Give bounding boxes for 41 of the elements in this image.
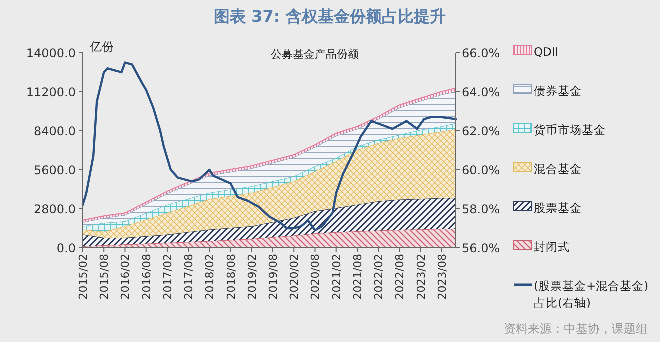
y2-tick-label: 60.0% bbox=[462, 164, 500, 178]
legend-label: 货币市场基金 bbox=[534, 123, 606, 137]
y-axis-title: 亿份 bbox=[89, 40, 114, 54]
x-tick-label: 2022/02 bbox=[372, 254, 386, 300]
y-tick-label: 2800.0 bbox=[34, 202, 76, 216]
legend-label: 债券基金 bbox=[534, 84, 582, 98]
chart-subtitle: 公募基金产品份额 bbox=[271, 48, 359, 61]
y2-tick-label: 56.0% bbox=[462, 242, 500, 256]
text: 资料来源：中基协，课题组 bbox=[504, 322, 648, 336]
chart-title: 图表 37: 含权基金份额占比提升 bbox=[214, 7, 446, 26]
x-tick-label: 2016/08 bbox=[140, 254, 154, 300]
legend-label: 混合基金 bbox=[534, 162, 582, 176]
x-tick-label: 2023/02 bbox=[414, 254, 428, 300]
legend-label: QDII bbox=[534, 45, 559, 59]
legend-label: 股票基金 bbox=[534, 201, 582, 215]
x-tick-label: 2022/08 bbox=[394, 254, 407, 300]
y2-tick-label: 62.0% bbox=[462, 124, 500, 138]
x-tick-label: 2015/08 bbox=[98, 254, 112, 300]
y-tick-label: 8400.0 bbox=[34, 124, 76, 138]
x-tick-label: 2020/08 bbox=[309, 254, 322, 300]
y2-tick-label: 66.0% bbox=[462, 46, 500, 60]
y2-tick-label: 64.0% bbox=[462, 86, 500, 100]
legend-label: (股票基金+混合基金)占比(右轴) bbox=[534, 279, 649, 310]
x-tick-label: 2018/08 bbox=[224, 254, 238, 300]
x-tick-label: 2018/02 bbox=[204, 254, 217, 300]
x-tick-label: 2023/08 bbox=[436, 254, 449, 300]
x-tick-label: 2019/02 bbox=[246, 254, 259, 300]
x-tick-label: 2019/08 bbox=[267, 254, 280, 300]
y-tick-label: 14000.0 bbox=[26, 46, 76, 60]
legend-label: 封闭式 bbox=[534, 240, 570, 254]
y-tick-label: 5600.0 bbox=[34, 164, 76, 178]
x-tick-label: 2021/08 bbox=[351, 254, 364, 300]
y2-tick-label: 58.0% bbox=[462, 202, 500, 216]
x-tick-label: 2021/02 bbox=[330, 254, 344, 300]
x-tick-label: 2020/02 bbox=[288, 254, 302, 300]
x-tick-label: 2015/02 bbox=[77, 254, 90, 300]
x-tick-label: 2017/08 bbox=[182, 254, 196, 300]
y-tick-label: 11200.0 bbox=[26, 86, 76, 100]
y-tick-label: 0.0 bbox=[56, 242, 76, 256]
x-tick-label: 2017/02 bbox=[161, 254, 174, 300]
x-tick-label: 2016/02 bbox=[119, 254, 132, 300]
